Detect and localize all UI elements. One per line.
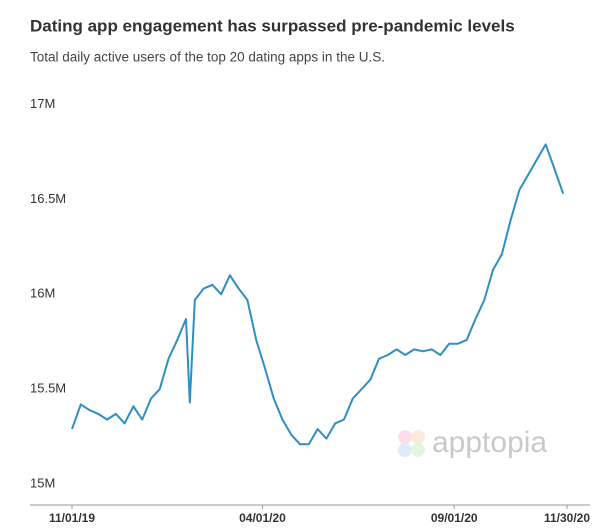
x-tick-label: 11/01/19 [49, 511, 95, 525]
chart-title: Dating app engagement has surpassed pre-… [30, 16, 515, 35]
y-tick-label: 16.5M [30, 191, 66, 206]
data-line [71, 143, 565, 446]
y-tick-label: 17M [30, 96, 55, 111]
x-tick-label: 09/01/20 [431, 511, 478, 525]
y-tick-label: 15M [30, 476, 55, 491]
x-tick-label: 04/01/20 [239, 511, 286, 525]
watermark: apptopia [432, 426, 547, 459]
x-tick-label: 11/30/20 [544, 511, 590, 525]
chart-subtitle: Total daily active users of the top 20 d… [30, 50, 385, 65]
y-tick-label: 16M [30, 286, 55, 301]
y-tick-label: 15.5M [30, 381, 66, 396]
watermark-logo [398, 430, 425, 457]
